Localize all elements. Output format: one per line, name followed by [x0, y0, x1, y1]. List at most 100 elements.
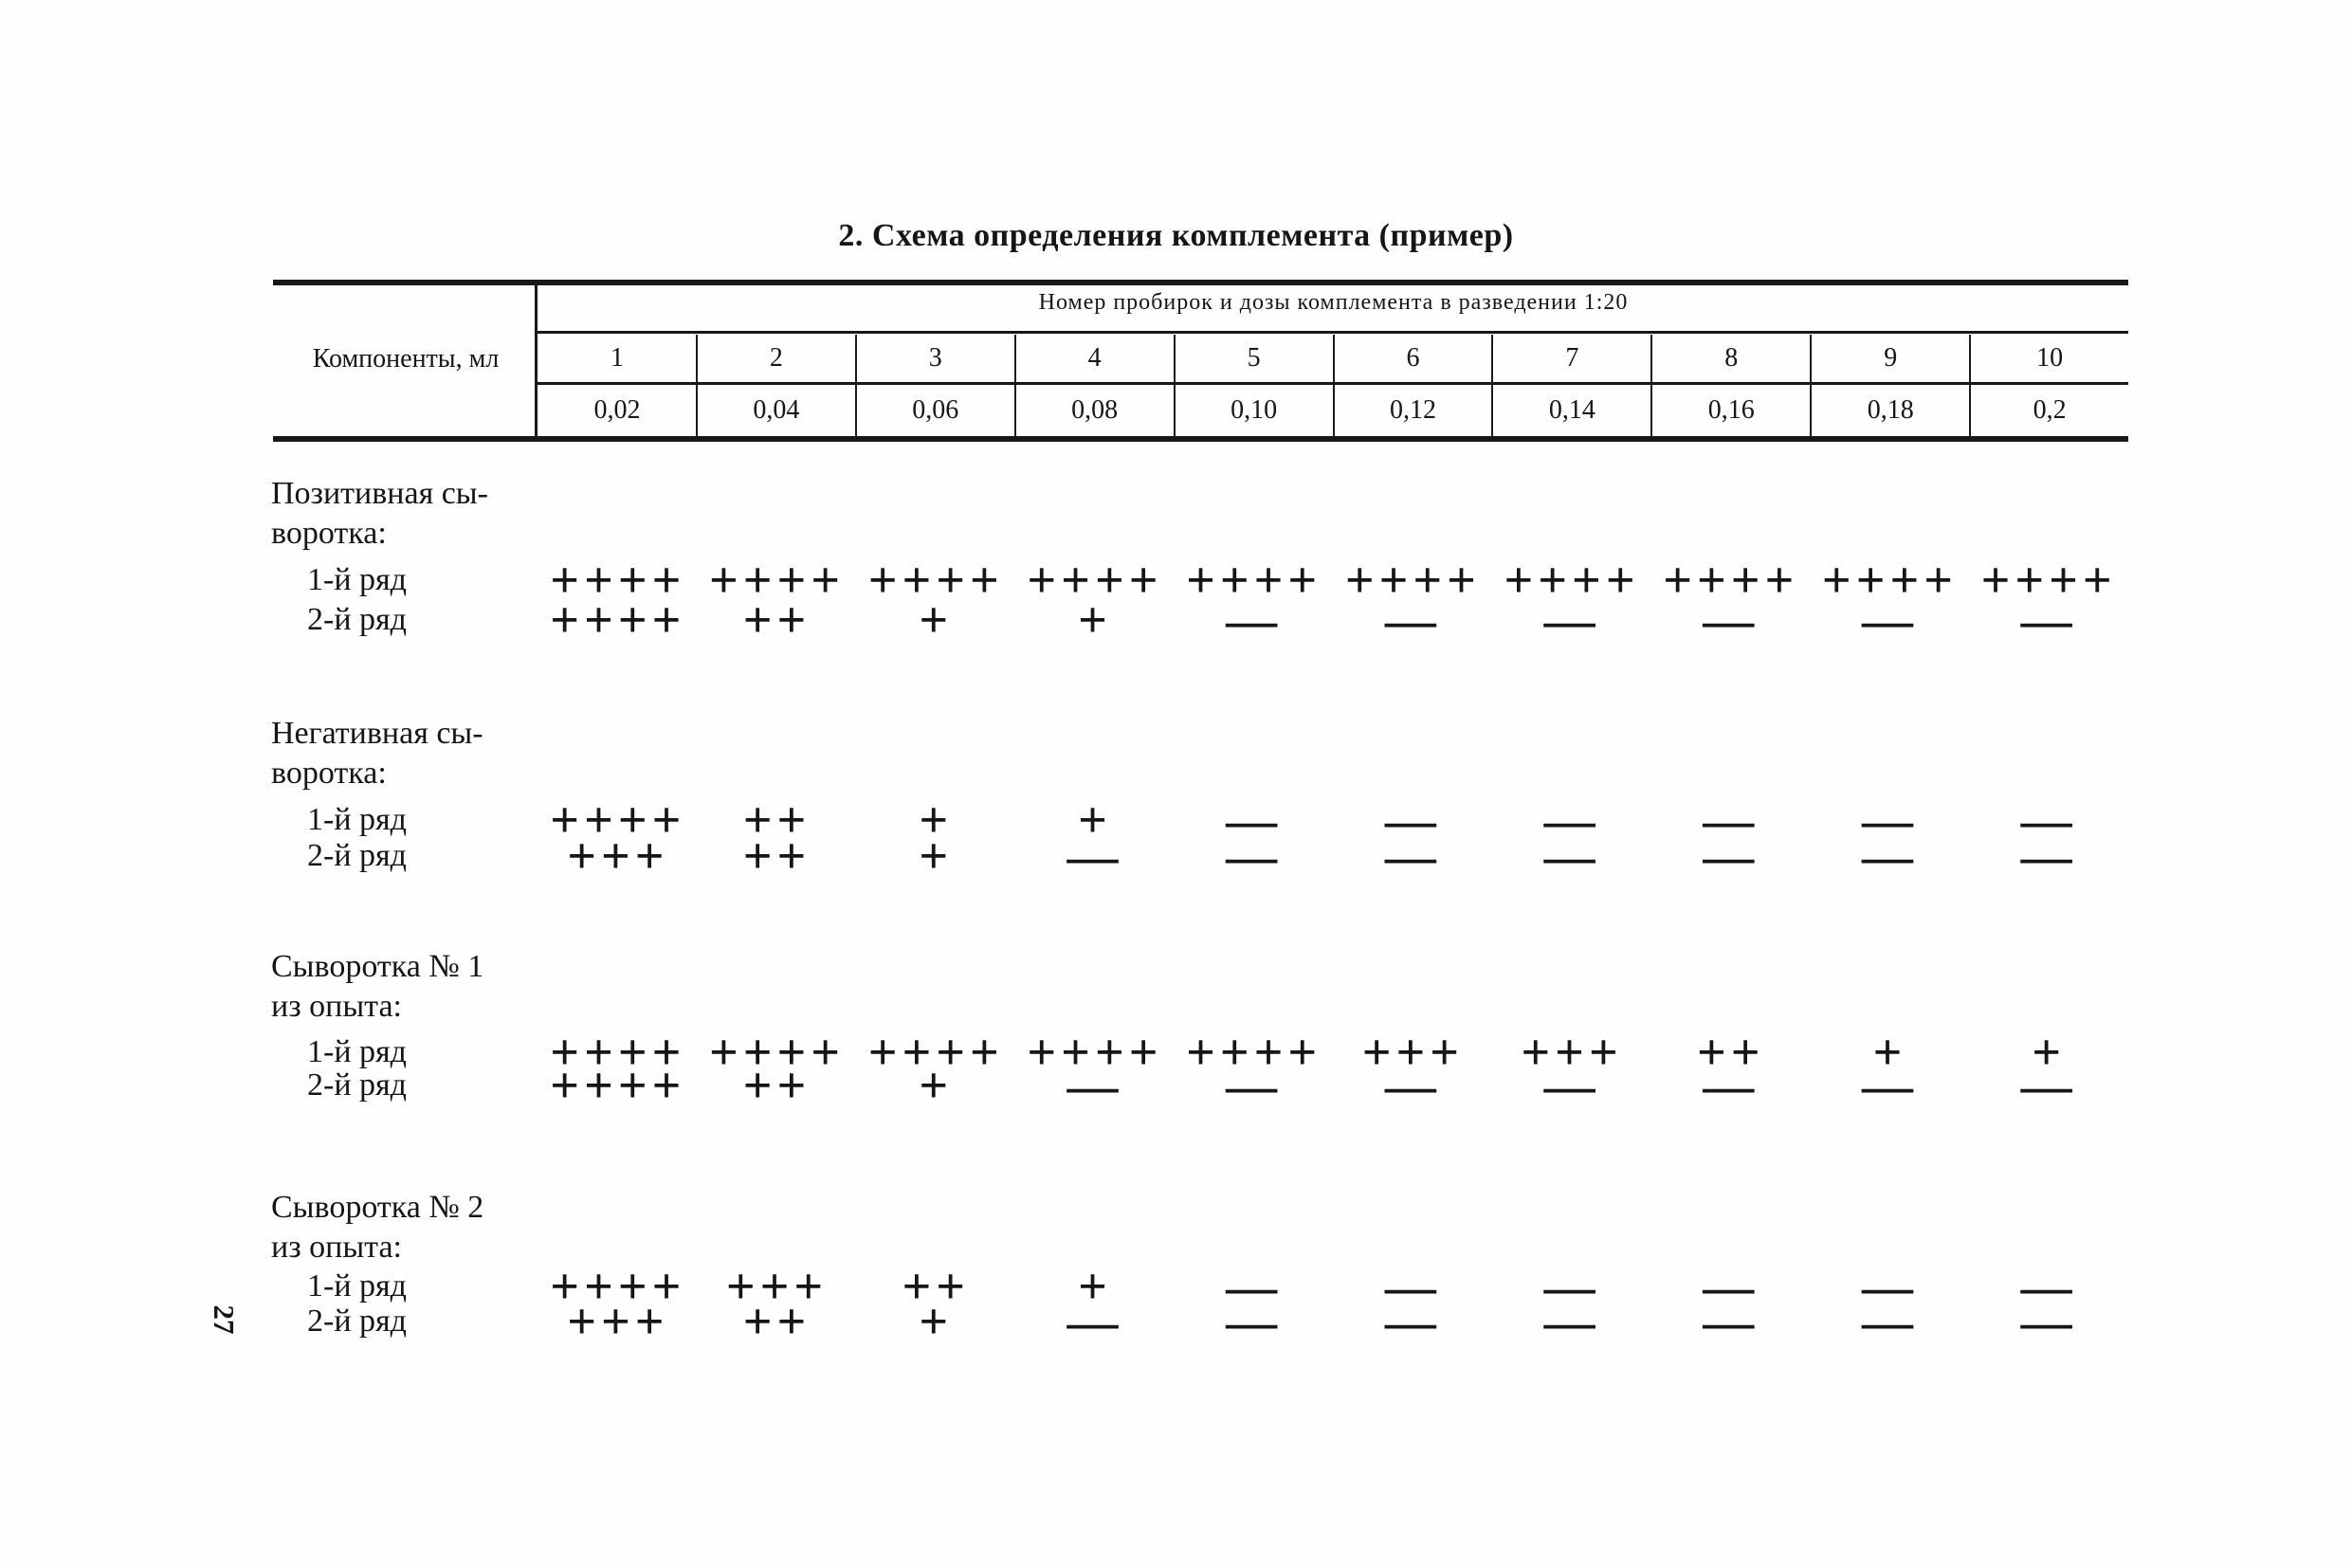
reaction-mark: —	[1543, 792, 1600, 848]
marks-row: ++++ ++++ ++++ ++++ ++++ ++++ ++++ ++++ ++++ ++++	[538, 552, 2128, 609]
data-row-negative-2: 2-й ряд +++ ++ + — — — — — — —	[0, 828, 2352, 884]
reaction-mark: ++++	[550, 592, 686, 648]
tube-number: 8	[1652, 335, 1813, 382]
section-label-line: из опыта:	[271, 989, 402, 1024]
marks-row: ++++ ++ + + — — — — — —	[538, 792, 2128, 848]
reaction-mark: —	[1861, 1057, 1918, 1114]
reaction-mark: —	[1226, 1057, 1283, 1114]
marks-row: ++++ ++++ ++++ ++++ ++++ +++ +++ ++ + +	[538, 1024, 2128, 1081]
reaction-mark: —	[1067, 1293, 1123, 1350]
reaction-mark: ++++	[1186, 552, 1322, 609]
rule-top	[273, 280, 2128, 285]
dose-value: 0,18	[1812, 385, 1972, 436]
reaction-mark: +	[1078, 1258, 1112, 1315]
dose-value: 0,14	[1493, 385, 1653, 436]
reaction-mark: —	[1861, 792, 1918, 848]
reaction-mark: —	[1703, 792, 1759, 848]
tube-number: 2	[698, 335, 857, 382]
tube-number: 1	[538, 335, 698, 382]
reaction-mark: ++++	[709, 1024, 846, 1081]
reaction-mark: —	[1543, 1258, 1600, 1315]
reaction-mark: —	[1543, 1057, 1600, 1114]
reaction-mark: +	[1078, 792, 1112, 848]
reaction-mark: +	[1078, 592, 1112, 648]
reaction-mark: +++	[725, 1258, 829, 1315]
reaction-mark: ++++	[1186, 1024, 1322, 1081]
data-row-negative-1: 1-й ряд ++++ ++ + + — — — — — —	[0, 792, 2352, 848]
reaction-mark: ++	[742, 1057, 811, 1114]
rule-under-numbers	[537, 382, 2128, 385]
reaction-mark: —	[1384, 1258, 1441, 1315]
reaction-mark: —	[1861, 1258, 1918, 1315]
tube-number: 5	[1176, 335, 1335, 382]
dose-value: 0,08	[1016, 385, 1176, 436]
data-row-serum2-2: 2-й ряд +++ ++ + — — — — — — —	[0, 1293, 2352, 1350]
reaction-mark: —	[1384, 1057, 1441, 1114]
reaction-mark: ++++	[1663, 552, 1799, 609]
reaction-mark: ++++	[1344, 552, 1481, 609]
section-label-positive-serum: Позитивная сы- воротка:	[271, 474, 488, 554]
reaction-mark: +	[2032, 1024, 2067, 1081]
row-label: 1-й ряд	[307, 562, 407, 597]
tube-number: 7	[1493, 335, 1653, 382]
table-title: 2. Схема определения комплемента (пример…	[838, 218, 1514, 253]
tube-number: 6	[1335, 335, 1494, 382]
reaction-mark: +	[919, 792, 954, 848]
reaction-mark: ++	[742, 1293, 811, 1350]
reaction-mark: —	[1067, 828, 1123, 884]
reaction-mark: +++	[567, 1293, 669, 1350]
reaction-mark: —	[1703, 592, 1759, 648]
reaction-mark: —	[2020, 1258, 2077, 1315]
marks-row: ++++ +++ ++ + — — — — — —	[538, 1258, 2128, 1315]
section-label-line: Негативная сы-	[271, 716, 483, 751]
row-label: 2-й ряд	[307, 838, 407, 873]
reaction-mark: ++++	[1821, 552, 1959, 609]
reaction-mark: +	[919, 1057, 954, 1114]
reaction-mark: —	[1384, 792, 1441, 848]
row-label: 2-й ряд	[307, 602, 407, 637]
reaction-mark: —	[1703, 1057, 1759, 1114]
dose-value: 0,10	[1176, 385, 1335, 436]
marks-row: +++ ++ + — — — — — — —	[538, 828, 2128, 884]
reaction-mark: —	[1703, 828, 1759, 884]
reaction-mark: —	[1543, 592, 1600, 648]
reaction-mark: —	[2020, 1057, 2077, 1114]
data-row-positive-2: 2-й ряд ++++ ++ + + — — — — — —	[0, 592, 2352, 648]
reaction-mark: +++	[567, 828, 669, 884]
reaction-mark: —	[1226, 592, 1283, 648]
dose-value: 0,04	[698, 385, 857, 436]
reaction-mark: ++	[742, 592, 811, 648]
reaction-mark: —	[1384, 1293, 1441, 1350]
reaction-mark: —	[2020, 792, 2077, 848]
section-label-line: Сыворотка № 2	[271, 1190, 484, 1225]
dose-value: 0,06	[857, 385, 1016, 436]
reaction-mark: ++++	[709, 552, 846, 609]
row-label: 2-й ряд	[307, 1304, 407, 1339]
row-label: 1-й ряд	[307, 1268, 407, 1304]
row-label: 1-й ряд	[307, 1034, 407, 1069]
reaction-mark: —	[1543, 828, 1600, 884]
reaction-mark: ++	[902, 1258, 971, 1315]
dose-value: 0,02	[538, 385, 698, 436]
reaction-mark: ++++	[1980, 552, 2117, 609]
reaction-mark: —	[1226, 828, 1283, 884]
reaction-mark: ++++	[1027, 552, 1163, 609]
section-label-line: Сыворотка № 1	[271, 949, 484, 984]
reaction-mark: —	[1703, 1293, 1759, 1350]
reaction-mark: ++++	[1504, 552, 1640, 609]
reaction-mark: ++++	[550, 792, 686, 848]
components-divider-line	[535, 283, 538, 437]
section-label-serum-1: Сыворотка № 1 из опыта:	[271, 947, 483, 1027]
reaction-mark: ++++	[867, 552, 1004, 609]
reaction-mark: —	[1384, 828, 1441, 884]
reaction-mark: ++++	[550, 1057, 686, 1114]
data-row-serum1-2: 2-й ряд ++++ ++ + — — — — — — —	[0, 1057, 2352, 1114]
marks-row: ++++ ++ + + — — — — — —	[538, 592, 2128, 648]
reaction-mark: —	[1861, 1293, 1918, 1350]
reaction-mark: —	[1703, 1258, 1759, 1315]
tubes-caption: Номер пробирок и дозы комплемента в разв…	[1038, 290, 1629, 315]
reaction-mark: —	[1861, 828, 1918, 884]
data-row-positive-1: 1-й ряд ++++ ++++ ++++ ++++ ++++ ++++ ++++ ++++…	[0, 552, 2352, 609]
dose-value: 0,2	[2033, 395, 2067, 425]
